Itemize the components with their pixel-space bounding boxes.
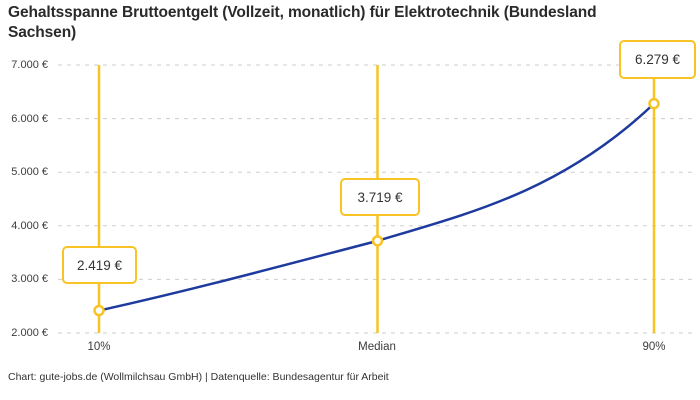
value-label-median[interactable]: 3.719 € <box>340 178 420 216</box>
data-point-marker[interactable] <box>93 304 105 317</box>
y-axis-tick-label: 7.000 € <box>11 59 48 71</box>
y-axis-tick-label: 3.000 € <box>11 273 48 285</box>
value-label-text: 3.719 € <box>357 189 403 205</box>
footer-attribution: Chart: gute-jobs.de (Wollmilchsau GmbH) … <box>8 371 389 383</box>
data-point-marker[interactable] <box>648 97 660 110</box>
data-point-marker[interactable] <box>371 235 384 247</box>
value-label-text: 6.279 € <box>634 52 681 67</box>
y-axis-tick-label: 5.000 € <box>11 166 48 178</box>
page-title: Gehaltsspanne Bruttoentgelt (Vollzeit, m… <box>8 4 597 41</box>
y-axis-tick-label: 6.000 € <box>11 113 48 125</box>
value-label-10th-percentile[interactable]: 2.419 € <box>62 246 137 284</box>
y-axis-tick-label: 2.000 € <box>11 327 48 339</box>
value-label-90th-percentile[interactable]: 6.279 € <box>619 40 696 79</box>
value-label-text: 2.419 € <box>76 257 123 273</box>
x-axis-tick-label: 90% <box>642 341 666 353</box>
x-axis-tick-label: Median <box>358 341 396 353</box>
x-axis-tick-label: 10% <box>87 341 111 353</box>
y-axis-tick-label: 4.000 € <box>11 220 48 232</box>
